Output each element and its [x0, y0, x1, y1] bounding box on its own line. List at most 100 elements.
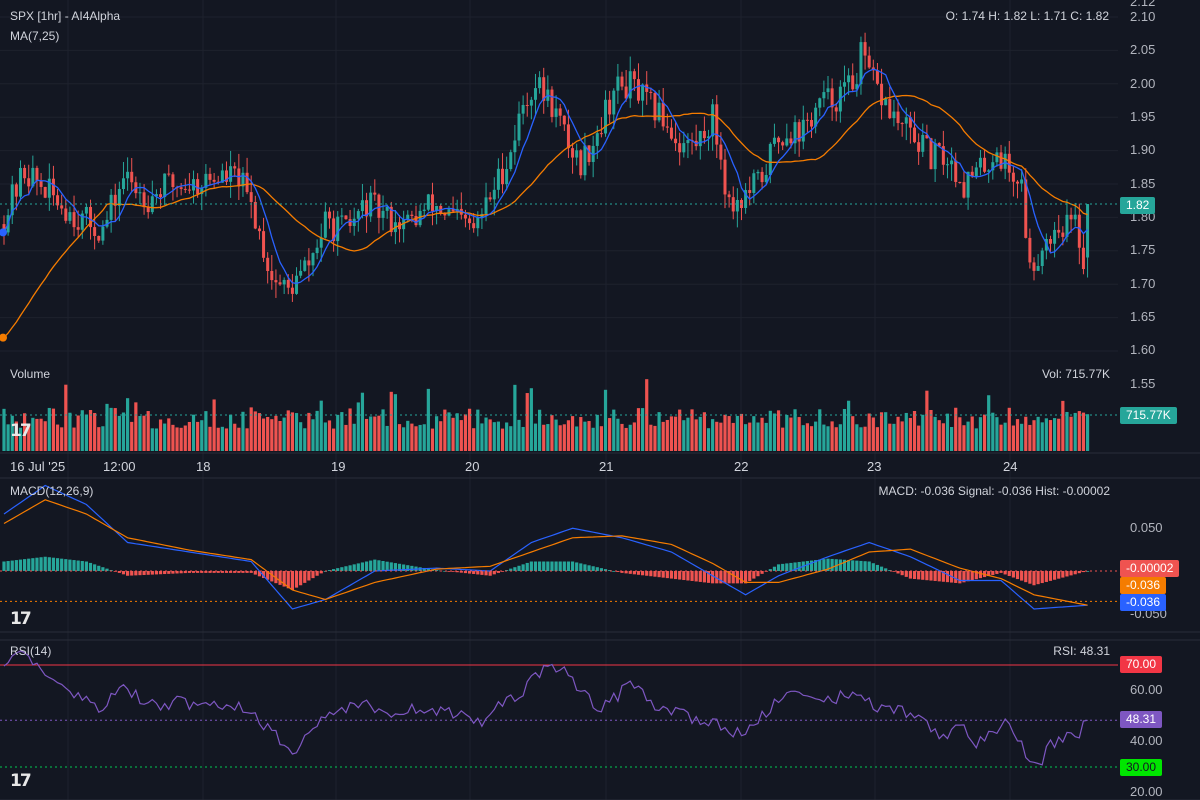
macd-histogram-bar — [150, 571, 154, 575]
volume-bar — [974, 428, 978, 451]
candle-body — [620, 76, 624, 87]
macd-histogram-bar — [954, 571, 958, 583]
candle-body — [962, 182, 966, 198]
candle-body — [822, 92, 826, 99]
volume-bar — [1081, 412, 1086, 451]
volume-bar — [463, 414, 468, 451]
volume-bar — [768, 410, 772, 451]
candle-body — [735, 199, 739, 212]
macd-histogram-bar — [286, 571, 290, 589]
volume-bar — [958, 417, 962, 451]
volume-bar — [945, 413, 950, 451]
volume-bar — [731, 422, 735, 451]
price-y-tick: 1.90 — [1130, 142, 1156, 157]
volume-bar — [167, 418, 171, 451]
macd-histogram-bar — [72, 560, 76, 571]
candle-body — [56, 195, 60, 206]
candle-body — [1024, 179, 1028, 238]
macd-histogram-bar — [1057, 571, 1061, 579]
volume-bar — [282, 417, 286, 451]
macd-histogram-bar — [282, 571, 286, 587]
macd-histogram-bar — [1061, 571, 1065, 578]
candle-body — [867, 55, 871, 68]
volume-bar — [814, 421, 818, 451]
candle-body — [385, 206, 389, 211]
volume-bar — [130, 421, 134, 451]
candle-body — [60, 205, 64, 209]
volume-bar — [39, 418, 43, 451]
candle-body — [303, 260, 307, 271]
volume-bar — [678, 409, 682, 451]
macd-histogram-bar — [480, 571, 484, 575]
candle-body — [702, 130, 706, 139]
macd-histogram-bar — [908, 571, 912, 579]
candle-body — [682, 143, 686, 153]
volume-bar — [286, 410, 290, 451]
macd-histogram-bar — [550, 561, 554, 571]
volume-bar — [805, 423, 809, 451]
volume-bar — [884, 412, 888, 451]
macd-histogram-bar — [191, 571, 196, 573]
macd-histogram-bar — [636, 571, 641, 575]
volume-bar — [978, 417, 983, 451]
macd-histogram-bar — [142, 571, 146, 575]
macd-histogram-bar — [871, 563, 875, 571]
macd-histogram-bar — [121, 571, 126, 575]
rsi-y-tick: 20.00 — [1130, 784, 1163, 799]
macd-histogram-bar — [327, 570, 332, 571]
volume-bar — [879, 412, 884, 451]
volume-bar — [904, 412, 908, 451]
price-y-tick: 1.75 — [1130, 242, 1156, 257]
volume-bar — [702, 412, 706, 451]
volume-bar — [121, 412, 126, 451]
macd-histogram-bar — [595, 567, 599, 571]
macd-histogram-bar — [682, 571, 686, 581]
candle-body — [422, 209, 426, 211]
macd-histogram-bar — [216, 571, 220, 573]
volume-bar — [867, 413, 871, 451]
candle-body — [686, 140, 690, 144]
volume-bar — [418, 424, 422, 451]
volume-bar — [636, 408, 641, 451]
macd-histogram-bar — [608, 570, 612, 571]
macd-histogram-bar — [830, 558, 834, 571]
volume-bar — [472, 428, 476, 451]
macd-histogram-bar — [496, 571, 500, 573]
candle-body — [245, 172, 249, 193]
volume-bar — [711, 419, 715, 451]
volume-bar — [27, 424, 31, 451]
macd-histogram-bar — [521, 564, 525, 571]
macd-histogram-bar — [727, 571, 731, 584]
volume-bar — [809, 426, 814, 451]
volume-bar — [364, 418, 369, 451]
candle-body — [1003, 153, 1007, 169]
candle-body — [138, 192, 142, 194]
rsi-label: RSI(14) — [10, 644, 52, 658]
macd-histogram-bar — [55, 558, 60, 571]
macd-histogram-bar — [628, 571, 632, 574]
chart-title: SPX [1hr] - AI4Alpha — [10, 9, 121, 23]
volume-bar — [698, 416, 702, 451]
macd-histogram-bar — [785, 563, 789, 571]
volume-bar — [229, 414, 233, 451]
tradingview-logo: 17 — [10, 771, 32, 791]
volume-readout: Vol: 715.77K — [1041, 367, 1110, 381]
volume-bar — [68, 412, 72, 451]
candle-body — [505, 169, 509, 185]
volume-bar — [682, 420, 686, 451]
candle-body — [847, 75, 851, 83]
macd-histogram-bar — [93, 564, 97, 571]
volume-bar — [336, 414, 340, 451]
macd-histogram-bar — [500, 571, 505, 572]
macd-histogram-bar — [179, 571, 183, 574]
macd-histogram-bar — [513, 567, 517, 571]
candle-body — [360, 200, 364, 212]
volume-bar — [999, 424, 1003, 451]
macd-histogram-bar — [888, 570, 892, 571]
volume-bar — [558, 425, 562, 451]
volume-bar — [84, 414, 88, 451]
macd-histogram-bar — [101, 567, 105, 571]
macd-histogram-bar — [175, 571, 179, 574]
macd-histogram-bar — [245, 571, 249, 573]
macd-histogram-bar — [1077, 571, 1081, 574]
